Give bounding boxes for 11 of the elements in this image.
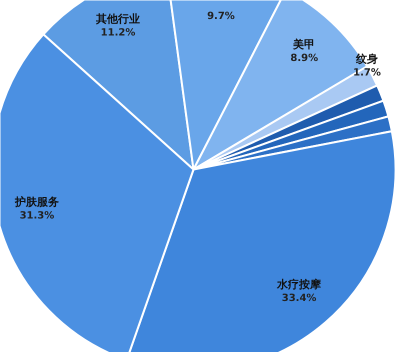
slice-label: 其他行业	[95, 12, 140, 26]
data-label: 9.7%	[207, 11, 235, 22]
data-label: 31.3%	[20, 210, 54, 222]
slice-label: 纹身	[355, 52, 378, 66]
data-label: 11.2%	[100, 28, 136, 39]
data-label: 8.9%	[290, 52, 318, 64]
slice-label: 水疗按摩	[276, 278, 322, 291]
slice-label: 美甲	[292, 38, 316, 51]
slice-label: 护肤服务	[14, 196, 59, 209]
data-label: 1.7%	[353, 68, 381, 79]
data-label: 33.4%	[282, 292, 316, 304]
